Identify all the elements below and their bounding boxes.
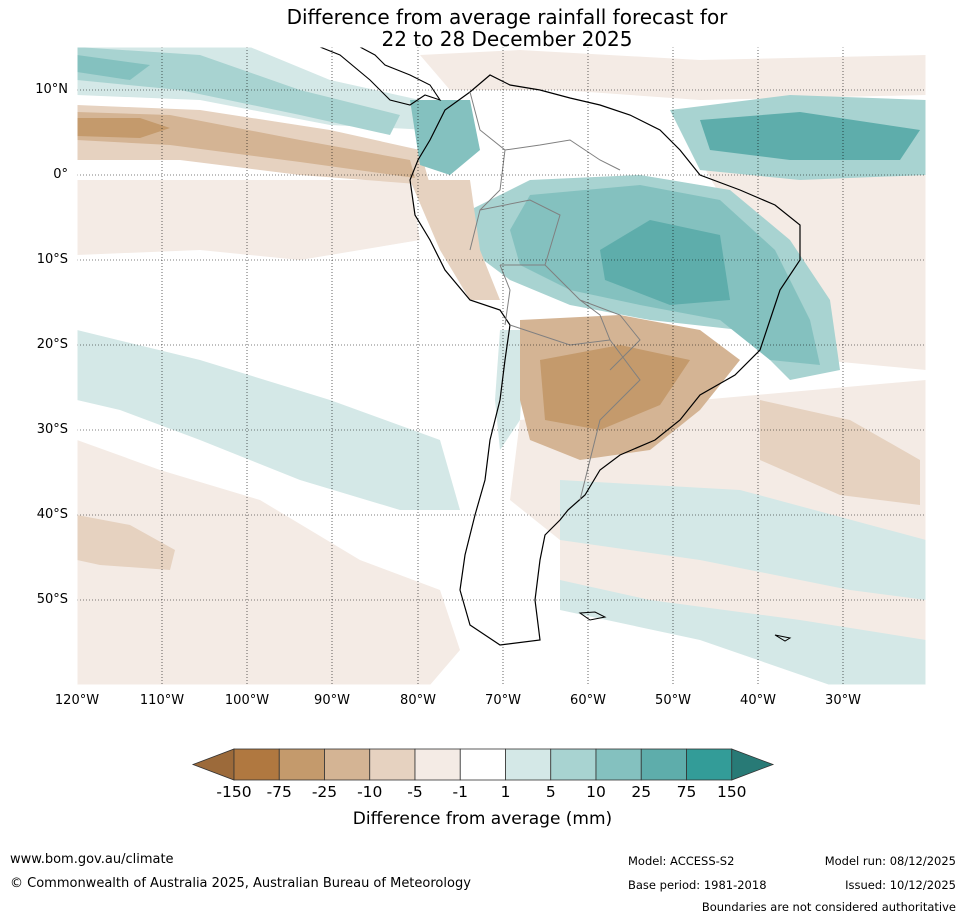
dry-patch-south-west bbox=[77, 440, 460, 685]
longitude-label: 50°W bbox=[655, 693, 691, 708]
longitude-label: 40°W bbox=[740, 693, 776, 708]
footer-model: Model: ACCESS-S2 bbox=[628, 854, 735, 868]
wet-region-brazil-core bbox=[600, 220, 730, 305]
footer-base-period: Base period: 1981-2018 bbox=[628, 878, 767, 892]
dry-patch-west-ocean bbox=[77, 180, 420, 260]
colorbar-tick-label: 1 bbox=[500, 783, 511, 801]
colorbar-tick-label: 75 bbox=[676, 783, 697, 801]
wet-patch-colombia bbox=[410, 100, 480, 175]
dry-band-inner bbox=[77, 118, 170, 138]
latitude-label: 40°S bbox=[36, 507, 68, 522]
longitude-label: 110°W bbox=[139, 693, 185, 708]
longitude-label: 70°W bbox=[485, 693, 521, 708]
falkland-islands bbox=[578, 611, 607, 621]
latitude-label: 10°N bbox=[35, 82, 68, 97]
dry-strip-southern bbox=[560, 540, 926, 640]
longitude-label: 90°W bbox=[314, 693, 350, 708]
dry-patch-south-atlantic bbox=[760, 400, 920, 505]
colorbar-extend-high bbox=[731, 748, 775, 781]
colorbar-swatch bbox=[595, 748, 642, 781]
colorbar-tick-label: -10 bbox=[357, 783, 383, 801]
dry-region-south-brazil-core bbox=[540, 345, 690, 430]
wet-patch-south-pacific bbox=[77, 330, 460, 510]
colorbar-tick-label: -75 bbox=[266, 783, 292, 801]
colorbar-swatch bbox=[278, 748, 325, 781]
latitude-label: 20°S bbox=[36, 337, 68, 352]
dry-strip-andes bbox=[410, 180, 500, 300]
colorbar-swatch bbox=[369, 748, 416, 781]
wet-band-north-pacific-core bbox=[77, 47, 400, 135]
colorbar-swatch bbox=[640, 748, 687, 781]
colorbar-title: Difference from average (mm) bbox=[352, 809, 613, 829]
latitude-label: 0° bbox=[53, 167, 68, 182]
central-america-coastline bbox=[319, 47, 442, 106]
colorbar-swatch bbox=[505, 748, 552, 781]
colorbar-swatch bbox=[233, 748, 280, 781]
rainfall-anomaly-field bbox=[77, 47, 926, 685]
footer-issued: Issued: 10/12/2025 bbox=[845, 878, 956, 892]
colorbar-swatch bbox=[459, 748, 506, 781]
colorbar-tick-label: -25 bbox=[311, 783, 338, 801]
wet-band-north-pacific-inner bbox=[77, 55, 150, 80]
latitude-label: 10°S bbox=[36, 252, 68, 267]
colorbar-swatch bbox=[550, 748, 597, 781]
country-borders bbox=[469, 91, 641, 501]
footer-copyright: © Commonwealth of Australia 2025, Austra… bbox=[10, 876, 471, 891]
dry-patch-south-pacific bbox=[77, 515, 175, 570]
footer-model-run: Model run: 08/12/2025 bbox=[824, 854, 956, 868]
longitude-label: 30°W bbox=[825, 693, 861, 708]
latitude-label: 30°S bbox=[36, 422, 68, 437]
south-georgia bbox=[774, 634, 792, 642]
map-title-line2: 22 to 28 December 2025 bbox=[381, 27, 633, 51]
wet-strip-chile bbox=[495, 330, 525, 450]
colorbar-tick-label: 150 bbox=[716, 783, 747, 801]
longitude-label: 80°W bbox=[400, 693, 436, 708]
wet-band-atlantic-core bbox=[700, 112, 920, 160]
footer-website[interactable]: www.bom.gov.au/climate bbox=[10, 852, 174, 867]
colorbar-tick-label: -1 bbox=[452, 783, 468, 801]
colorbar-tick-label: 5 bbox=[545, 783, 556, 801]
map-title-line1: Difference from average rainfall forecas… bbox=[286, 5, 728, 29]
colorbar-extend-low bbox=[191, 748, 235, 781]
longitude-label: 60°W bbox=[570, 693, 606, 708]
colorbar-tick-label: 10 bbox=[586, 783, 606, 801]
colorbar bbox=[191, 748, 775, 781]
latitude-label: 50°S bbox=[36, 592, 68, 607]
colorbar-tick-label: -5 bbox=[407, 783, 423, 801]
graticule bbox=[77, 47, 926, 685]
colorbar-swatch bbox=[414, 748, 461, 781]
longitude-label: 100°W bbox=[224, 693, 270, 708]
colorbar-tick-label: 25 bbox=[631, 783, 652, 801]
south-america-coastline bbox=[409, 74, 801, 646]
colorbar-tick-label: -150 bbox=[216, 783, 252, 801]
colorbar-swatch bbox=[686, 748, 733, 781]
longitude-label: 120°W bbox=[54, 693, 100, 708]
footer-disclaimer: Boundaries are not considered authoritat… bbox=[701, 900, 956, 914]
colorbar-swatch bbox=[324, 748, 371, 781]
